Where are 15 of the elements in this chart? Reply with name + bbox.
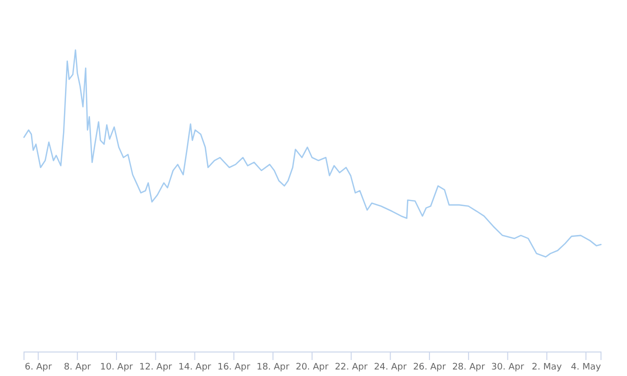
x-tick-label: 22. Apr	[334, 362, 368, 372]
x-tick-label: 10. Apr	[100, 362, 134, 372]
x-tick-label: 6. Apr	[24, 362, 52, 372]
x-tick-label: 8. Apr	[64, 362, 92, 372]
x-tick-label: 16. Apr	[217, 362, 251, 372]
x-tick-label: 12. Apr	[139, 362, 172, 372]
x-tick-label: 20. Apr	[296, 362, 329, 372]
x-tick-label: 24. Apr	[374, 362, 407, 372]
x-tick-label: 4. May	[570, 362, 602, 372]
x-tick-label: 30. Apr	[491, 362, 524, 372]
x-tick-label: 2. May	[532, 362, 562, 372]
x-tick-label: 18. Apr	[256, 362, 290, 372]
x-tick-label: 14. Apr	[178, 362, 212, 372]
x-tick-label: 28. Apr	[452, 362, 486, 372]
x-tick-label: 26. Apr	[413, 362, 446, 372]
